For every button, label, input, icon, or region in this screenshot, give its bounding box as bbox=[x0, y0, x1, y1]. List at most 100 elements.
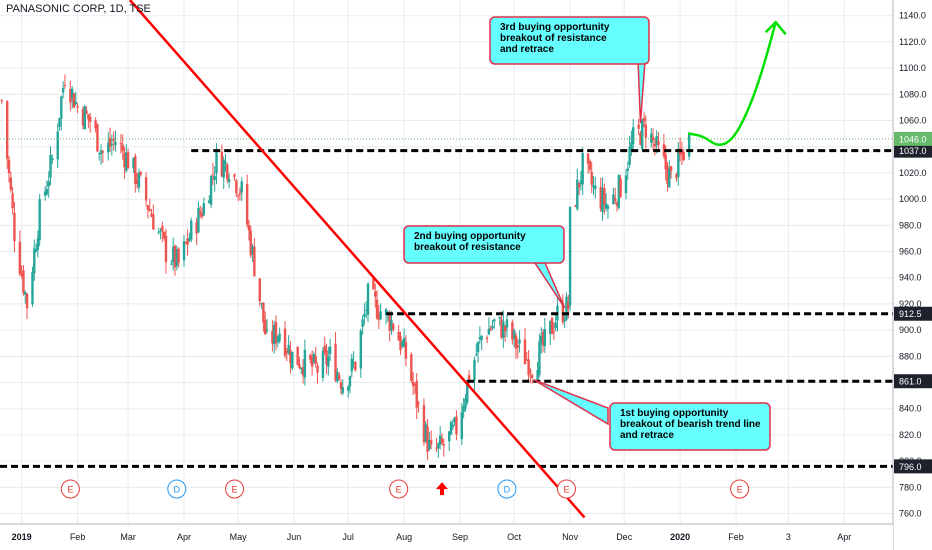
candle-body bbox=[175, 249, 178, 267]
candle-body bbox=[440, 438, 444, 444]
candle-body bbox=[6, 101, 9, 159]
candle-body bbox=[258, 278, 261, 302]
candle-body bbox=[565, 296, 568, 320]
candle-body bbox=[114, 141, 117, 146]
candle-body bbox=[424, 424, 427, 442]
candle-body bbox=[94, 120, 97, 129]
candle-body bbox=[336, 372, 339, 382]
candle-body bbox=[134, 156, 137, 184]
candle-body bbox=[498, 316, 501, 319]
candle-body bbox=[460, 412, 464, 440]
candle-body bbox=[283, 328, 287, 356]
candle-body bbox=[7, 159, 11, 174]
callout-box bbox=[609, 402, 771, 451]
candle-body bbox=[314, 356, 317, 364]
candle-body bbox=[651, 136, 655, 140]
candle-body bbox=[527, 359, 530, 376]
candle-body bbox=[613, 197, 617, 201]
candle-body bbox=[514, 335, 518, 349]
last-price-tag bbox=[894, 131, 932, 146]
candle-body bbox=[422, 405, 426, 443]
candle-body bbox=[664, 154, 667, 170]
event-marker-label: E bbox=[67, 485, 73, 495]
candle-body bbox=[493, 319, 496, 322]
candle-body bbox=[603, 187, 606, 205]
candle-body bbox=[38, 199, 41, 241]
candle-body bbox=[13, 212, 16, 242]
event-marker-icon bbox=[60, 479, 80, 499]
candle-body bbox=[60, 96, 63, 119]
time-tick-label: 2019 bbox=[12, 532, 32, 542]
price-tick-label: 1000.0 bbox=[899, 194, 927, 204]
candle-body bbox=[599, 187, 602, 209]
price-level-tag bbox=[894, 459, 932, 474]
time-axis-bg bbox=[0, 524, 893, 550]
time-axis[interactable]: 2019 Feb Mar Apr May Jun Jul Aug Sep Oct Nov Dec 202… bbox=[0, 523, 893, 550]
candle-body bbox=[186, 238, 189, 245]
candle-body bbox=[31, 272, 34, 305]
candle-body bbox=[637, 124, 640, 129]
price-tick-label: 980.0 bbox=[899, 220, 922, 230]
candle-body bbox=[543, 329, 547, 347]
candle-body bbox=[464, 398, 467, 409]
candle-body bbox=[644, 124, 648, 138]
candle-body bbox=[209, 176, 213, 205]
candle-body bbox=[384, 309, 388, 315]
candle-body bbox=[626, 168, 630, 171]
candle-body bbox=[668, 168, 671, 188]
candle-body bbox=[327, 356, 330, 367]
candle-body bbox=[366, 283, 370, 315]
candle-body bbox=[455, 416, 458, 435]
callout-text: breakout of bearish trend line bbox=[620, 419, 761, 430]
callout-pointer bbox=[533, 262, 566, 309]
candle-body bbox=[126, 152, 130, 169]
candle-body bbox=[348, 376, 352, 387]
event-marker-label: E bbox=[232, 485, 238, 495]
candle-body bbox=[530, 375, 534, 378]
bearish-trend-line[interactable] bbox=[128, 0, 586, 519]
candle-body bbox=[276, 336, 280, 343]
candle-body bbox=[74, 101, 77, 105]
candle-body bbox=[346, 386, 350, 391]
candle-body bbox=[96, 124, 99, 152]
candle-body bbox=[352, 361, 355, 363]
callout-text: breakout of resistance bbox=[500, 33, 607, 44]
price-tick-label: 1020.0 bbox=[899, 168, 927, 178]
candle-body bbox=[576, 179, 579, 209]
candle-body bbox=[197, 207, 200, 233]
candle-body bbox=[377, 314, 381, 320]
candle-body bbox=[289, 350, 292, 364]
time-tick-label: Jun bbox=[287, 532, 302, 542]
candle-body bbox=[604, 203, 608, 209]
price-tick-label: 760.0 bbox=[899, 509, 922, 519]
candle-body bbox=[245, 183, 249, 225]
candle-body bbox=[238, 192, 242, 195]
candle-body bbox=[442, 444, 445, 446]
candle-body bbox=[374, 291, 377, 297]
price-tick-label: 960.0 bbox=[899, 247, 922, 257]
candle-body bbox=[554, 322, 557, 329]
candle-body bbox=[581, 153, 584, 185]
candle-body bbox=[157, 231, 160, 233]
event-marker-label: E bbox=[563, 485, 569, 495]
candle-body bbox=[300, 368, 303, 370]
event-marker-icon bbox=[497, 479, 517, 499]
candle-body bbox=[200, 213, 204, 217]
candle-body bbox=[361, 319, 364, 327]
candle-body bbox=[639, 132, 642, 145]
callout-text: 1st buying opportunity bbox=[620, 408, 729, 419]
price-axis[interactable]: 760.0780.0800.0820.0840.0860.0880.0900.0… bbox=[892, 0, 932, 550]
price-level-tag-label: 912.5 bbox=[899, 309, 922, 319]
callout-text: 3rd buying opportunity bbox=[500, 22, 610, 33]
candle-body bbox=[628, 147, 631, 165]
candle-body bbox=[273, 325, 276, 345]
candle-body bbox=[437, 443, 440, 449]
candle-body bbox=[563, 319, 566, 322]
candle-body bbox=[615, 202, 619, 206]
candle-body bbox=[428, 440, 431, 450]
candle-body bbox=[316, 366, 319, 373]
candle-body bbox=[489, 328, 492, 330]
candle-body bbox=[271, 330, 274, 344]
candle-body bbox=[227, 179, 231, 183]
